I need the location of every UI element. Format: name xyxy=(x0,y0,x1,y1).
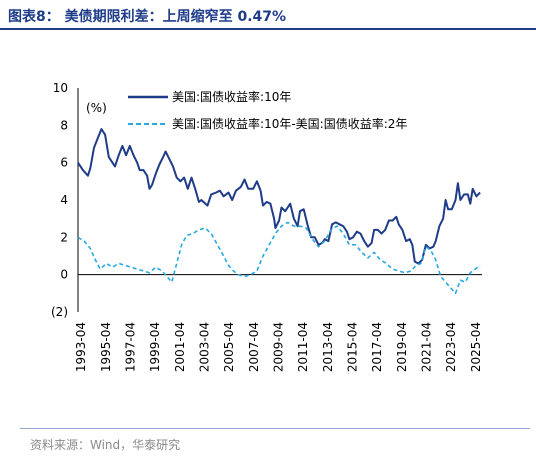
x-tick-label: 1995-04 xyxy=(99,322,113,372)
y-tick-label: 4 xyxy=(60,193,68,207)
legend-label-10y: 美国:国债收益率:10年 xyxy=(172,89,291,104)
y-tick-label: (2) xyxy=(51,305,68,319)
series-spread-line xyxy=(77,221,481,295)
x-tick-label: 2021-04 xyxy=(419,322,433,372)
series-10y-line xyxy=(77,128,481,265)
unit-label: (%) xyxy=(86,101,107,115)
y-tick-label: 6 xyxy=(60,156,68,170)
x-tick-label: 2015-04 xyxy=(345,322,359,372)
source-note: 资料来源：Wind，华泰研究 xyxy=(30,438,181,452)
y-tick-label: 2 xyxy=(60,230,68,244)
x-tick-label: 2019-04 xyxy=(395,322,409,372)
x-tick-label: 2023-04 xyxy=(444,322,458,372)
x-tick-label: 2009-04 xyxy=(271,322,285,372)
x-tick-label: 1997-04 xyxy=(123,322,137,372)
x-tick-label: 2005-04 xyxy=(222,322,236,372)
y-tick-label: 10 xyxy=(53,81,68,95)
x-tick-label: 1993-04 xyxy=(74,322,88,372)
x-tick-label: 2013-04 xyxy=(321,322,335,372)
x-tick-label: 2007-04 xyxy=(247,322,261,372)
x-tick-label: 2017-04 xyxy=(370,322,384,372)
x-tick-label: 1999-04 xyxy=(148,322,162,372)
x-tick-label: 2003-04 xyxy=(197,322,211,372)
y-tick-label: 8 xyxy=(60,118,68,132)
source-rule xyxy=(20,428,530,429)
title-rule xyxy=(0,28,536,30)
chart-title: 图表8： 美债期限利差：上周缩窄至 0.47% xyxy=(8,9,287,25)
y-tick-label: 0 xyxy=(60,268,68,282)
x-tick-label: 2001-04 xyxy=(173,322,187,372)
line-chart: (2) 0 2 4 6 8 10 1993-04 1995-04 1997-04 1999-04 20… xyxy=(51,81,483,372)
x-tick-label: 2025-04 xyxy=(469,322,483,372)
legend-label-spread: 美国:国债收益率:10年-美国:国债收益率:2年 xyxy=(172,116,407,131)
x-tick-label: 2011-04 xyxy=(296,322,310,372)
